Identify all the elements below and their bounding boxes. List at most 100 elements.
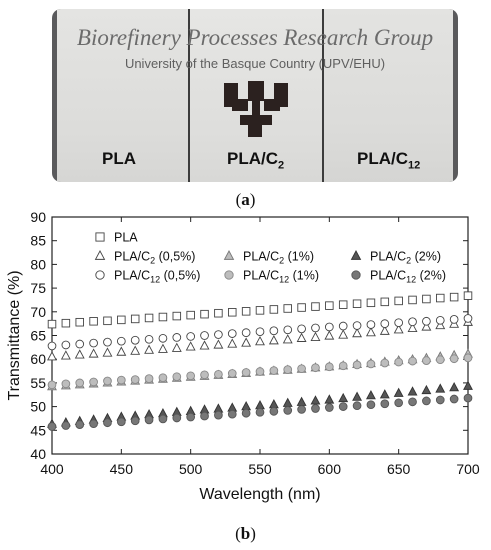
data-point (200, 411, 209, 421)
x-axis-label: Wavelength (nm) (199, 486, 320, 503)
data-point (103, 316, 112, 326)
data-point (255, 327, 265, 337)
data-point (393, 324, 404, 334)
data-point (407, 386, 418, 396)
data-point (172, 333, 182, 342)
film-divider (188, 9, 190, 182)
data-point (47, 422, 57, 431)
data-point (394, 398, 404, 408)
data-point (366, 359, 376, 369)
data-point (130, 335, 140, 345)
data-point (365, 327, 376, 337)
data-point (103, 418, 112, 428)
data-point (200, 309, 209, 319)
y-tick-label: 50 (30, 399, 46, 415)
legend-marker (95, 232, 105, 242)
legend-marker (350, 250, 362, 260)
data-point (352, 327, 363, 338)
data-point (88, 348, 99, 358)
legend-label: PLA/C12 (1%) (243, 269, 319, 285)
data-point (158, 333, 168, 343)
data-point (74, 349, 85, 359)
data-point (255, 367, 265, 376)
data-point (227, 338, 238, 348)
data-point (89, 317, 98, 326)
data-point (200, 370, 209, 380)
data-point (463, 291, 473, 300)
data-point (214, 370, 223, 379)
data-point (117, 315, 126, 325)
data-point (324, 394, 335, 404)
data-point (435, 315, 445, 325)
film-divider (322, 9, 324, 182)
data-point (269, 366, 279, 375)
data-point (130, 375, 140, 384)
data-point (130, 345, 141, 355)
data-point (297, 405, 306, 414)
data-point (282, 397, 293, 407)
data-point (366, 400, 376, 410)
data-point (338, 402, 348, 411)
data-point (269, 305, 279, 314)
data-point (380, 319, 390, 329)
y-tick-label: 70 (30, 304, 46, 320)
data-point (365, 390, 376, 400)
data-point (463, 393, 473, 403)
data-point (75, 378, 85, 388)
data-point (75, 420, 85, 429)
data-point (75, 317, 84, 327)
x-tick-label: 500 (179, 461, 203, 477)
data-point (241, 368, 251, 377)
data-point (130, 416, 140, 426)
legend-marker (223, 250, 235, 260)
data-point (102, 347, 113, 357)
data-point (255, 399, 265, 410)
data-point (130, 314, 140, 324)
data-point (297, 324, 306, 334)
data-point (463, 380, 473, 390)
data-point (338, 300, 348, 309)
data-point (186, 412, 196, 422)
data-point (255, 336, 265, 346)
data-point (47, 341, 57, 351)
data-point (269, 326, 279, 336)
background-title: Biorefinery Processes Research Group (76, 25, 434, 50)
data-point (227, 369, 237, 378)
data-point (171, 342, 182, 352)
data-point (325, 301, 334, 310)
legend-marker (224, 270, 234, 280)
data-point (227, 409, 237, 419)
data-point (297, 364, 306, 374)
data-point (338, 321, 348, 331)
data-point (61, 318, 71, 328)
data-point (144, 313, 154, 323)
y-tick-label: 40 (30, 446, 46, 462)
data-point (311, 363, 320, 373)
data-point (47, 380, 57, 390)
data-point (366, 320, 376, 329)
x-tick-label: 600 (318, 461, 342, 477)
data-point (296, 332, 307, 342)
data-point (380, 297, 390, 307)
data-point (408, 397, 417, 407)
y-tick-label: 85 (30, 233, 46, 249)
data-point (89, 419, 98, 429)
legend-marker (351, 270, 361, 280)
data-point (394, 357, 404, 367)
film-pla (57, 9, 188, 182)
data-point (352, 360, 362, 370)
background-subtitle: University of the Basque Country (UPV/EH… (124, 56, 386, 71)
data-point (408, 356, 417, 366)
data-point (144, 334, 154, 344)
data-point (116, 417, 126, 427)
data-point (172, 372, 182, 382)
film-label-pla-c2: PLA/C2 (227, 149, 285, 172)
data-point (338, 329, 349, 339)
data-point (352, 401, 362, 411)
data-point (89, 338, 98, 348)
caption-a: (a) (235, 190, 256, 209)
data-point (408, 317, 417, 327)
data-point (310, 331, 321, 341)
data-point (241, 400, 252, 411)
data-point (172, 413, 182, 423)
